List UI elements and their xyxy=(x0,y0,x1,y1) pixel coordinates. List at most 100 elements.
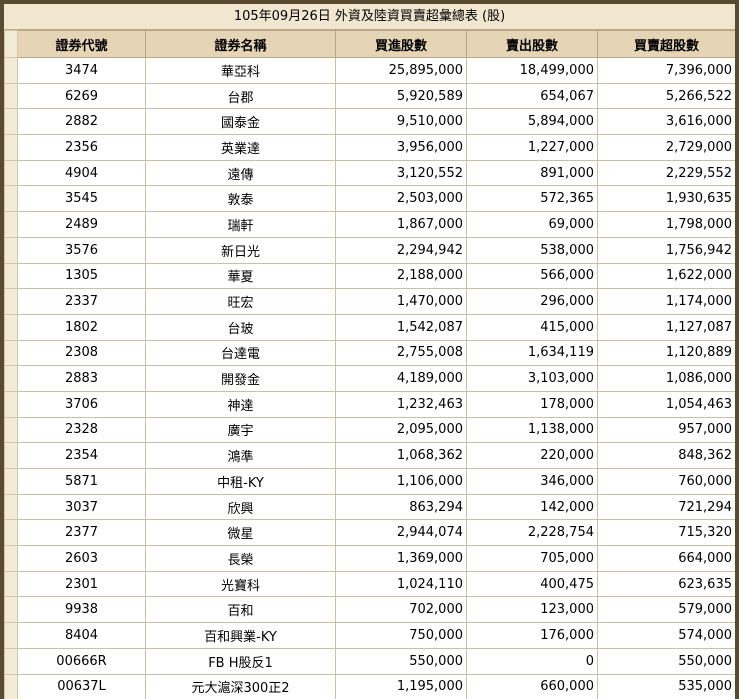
cell-buy: 3,956,000 xyxy=(335,134,467,161)
cell-name: 神達 xyxy=(145,390,336,418)
table-row: 00637L 元大滬深300正2 1,195,000 660,000 535,000 xyxy=(4,673,735,699)
table-row: 8404 百和興業-KY 750,000 176,000 574,000 xyxy=(4,622,735,649)
header-code[interactable]: 證券代號 xyxy=(17,30,146,58)
row-gutter xyxy=(4,390,18,418)
header-gutter xyxy=(4,30,18,58)
table-row: 1802 台玻 1,542,087 415,000 1,127,087 xyxy=(4,313,735,341)
cell-code: 3474 xyxy=(17,57,146,84)
cell-net: 5,266,522 xyxy=(597,82,735,110)
cell-code: 3706 xyxy=(17,390,146,418)
row-gutter xyxy=(4,442,18,469)
table-row: 2354 鴻準 1,068,362 220,000 848,362 xyxy=(4,442,735,469)
cell-net: 535,000 xyxy=(597,673,735,699)
table-row: 9938 百和 702,000 123,000 579,000 xyxy=(4,596,735,624)
cell-sell: 1,227,000 xyxy=(466,134,598,161)
header-net[interactable]: 買賣超股數 xyxy=(597,30,735,58)
cell-buy: 2,294,942 xyxy=(335,236,467,264)
row-gutter xyxy=(4,596,18,624)
row-gutter xyxy=(4,545,18,572)
row-gutter xyxy=(4,570,18,598)
table-row: 2308 台達電 2,755,008 1,634,119 1,120,889 xyxy=(4,339,735,367)
cell-sell: 2,228,754 xyxy=(466,519,598,547)
cell-sell: 220,000 xyxy=(466,442,598,469)
cell-net: 957,000 xyxy=(597,416,735,444)
cell-code: 3037 xyxy=(17,493,146,521)
cell-net: 721,294 xyxy=(597,493,735,521)
report-frame: 105年09月26日 外資及陸資買賣超彙總表 (股) 證券代號 證券名稱 買進股… xyxy=(4,4,735,699)
row-gutter xyxy=(4,185,18,213)
header-sell[interactable]: 賣出股數 xyxy=(466,30,598,58)
table-row: 00666R FB H股反1 550,000 0 550,000 xyxy=(4,647,735,675)
cell-code: 2354 xyxy=(17,442,146,469)
foreign-investor-table: 證券代號 證券名稱 買進股數 賣出股數 買賣超股數 3474 華亞科 25,895,… xyxy=(4,30,735,699)
table-row: 3706 神達 1,232,463 178,000 1,054,463 xyxy=(4,390,735,418)
table-row: 1305 華夏 2,188,000 566,000 1,622,000 xyxy=(4,262,735,290)
cell-code: 8404 xyxy=(17,622,146,649)
cell-code: 2377 xyxy=(17,519,146,547)
cell-buy: 2,944,074 xyxy=(335,519,467,547)
cell-code: 3545 xyxy=(17,185,146,213)
cell-buy: 702,000 xyxy=(335,596,467,624)
cell-code: 6269 xyxy=(17,82,146,110)
cell-sell: 572,365 xyxy=(466,185,598,213)
cell-net: 574,000 xyxy=(597,622,735,649)
header-name[interactable]: 證券名稱 xyxy=(145,30,336,58)
cell-sell: 18,499,000 xyxy=(466,57,598,84)
cell-code: 2308 xyxy=(17,339,146,367)
cell-name: 欣興 xyxy=(145,493,336,521)
cell-net: 1,120,889 xyxy=(597,339,735,367)
cell-net: 2,729,000 xyxy=(597,134,735,161)
cell-sell: 660,000 xyxy=(466,673,598,699)
cell-sell: 415,000 xyxy=(466,313,598,341)
cell-buy: 1,542,087 xyxy=(335,313,467,341)
cell-sell: 69,000 xyxy=(466,211,598,238)
cell-buy: 9,510,000 xyxy=(335,108,467,136)
row-gutter xyxy=(4,82,18,110)
cell-name: 鴻準 xyxy=(145,442,336,469)
cell-sell: 123,000 xyxy=(466,596,598,624)
cell-net: 1,086,000 xyxy=(597,365,735,392)
cell-name: 華夏 xyxy=(145,262,336,290)
cell-sell: 0 xyxy=(466,647,598,675)
cell-code: 2882 xyxy=(17,108,146,136)
cell-net: 623,635 xyxy=(597,570,735,598)
cell-code: 00666R xyxy=(17,647,146,675)
cell-buy: 2,755,008 xyxy=(335,339,467,367)
cell-net: 579,000 xyxy=(597,596,735,624)
cell-code: 2883 xyxy=(17,365,146,392)
cell-net: 715,320 xyxy=(597,519,735,547)
cell-name: 微星 xyxy=(145,519,336,547)
cell-sell: 1,634,119 xyxy=(466,339,598,367)
table-row: 2883 開發金 4,189,000 3,103,000 1,086,000 xyxy=(4,365,735,392)
cell-sell: 566,000 xyxy=(466,262,598,290)
cell-net: 1,930,635 xyxy=(597,185,735,213)
cell-code: 3576 xyxy=(17,236,146,264)
cell-net: 7,396,000 xyxy=(597,57,735,84)
row-gutter xyxy=(4,493,18,521)
cell-sell: 178,000 xyxy=(466,390,598,418)
cell-net: 2,229,552 xyxy=(597,159,735,187)
cell-buy: 1,867,000 xyxy=(335,211,467,238)
table-row: 2328 廣宇 2,095,000 1,138,000 957,000 xyxy=(4,416,735,444)
cell-code: 1305 xyxy=(17,262,146,290)
cell-buy: 1,195,000 xyxy=(335,673,467,699)
cell-buy: 550,000 xyxy=(335,647,467,675)
header-buy[interactable]: 買進股數 xyxy=(335,30,467,58)
cell-code: 4904 xyxy=(17,159,146,187)
table-row: 2356 英業達 3,956,000 1,227,000 2,729,000 xyxy=(4,134,735,161)
table-row: 5871 中租-KY 1,106,000 346,000 760,000 xyxy=(4,468,735,495)
cell-name: 廣宇 xyxy=(145,416,336,444)
cell-name: 台玻 xyxy=(145,313,336,341)
cell-net: 1,622,000 xyxy=(597,262,735,290)
cell-buy: 3,120,552 xyxy=(335,159,467,187)
cell-name: 瑞軒 xyxy=(145,211,336,238)
cell-buy: 2,188,000 xyxy=(335,262,467,290)
cell-buy: 4,189,000 xyxy=(335,365,467,392)
cell-name: 旺宏 xyxy=(145,288,336,315)
row-gutter xyxy=(4,365,18,392)
cell-name: 英業達 xyxy=(145,134,336,161)
cell-name: 百和 xyxy=(145,596,336,624)
cell-name: 百和興業-KY xyxy=(145,622,336,649)
row-gutter xyxy=(4,108,18,136)
cell-net: 1,756,942 xyxy=(597,236,735,264)
